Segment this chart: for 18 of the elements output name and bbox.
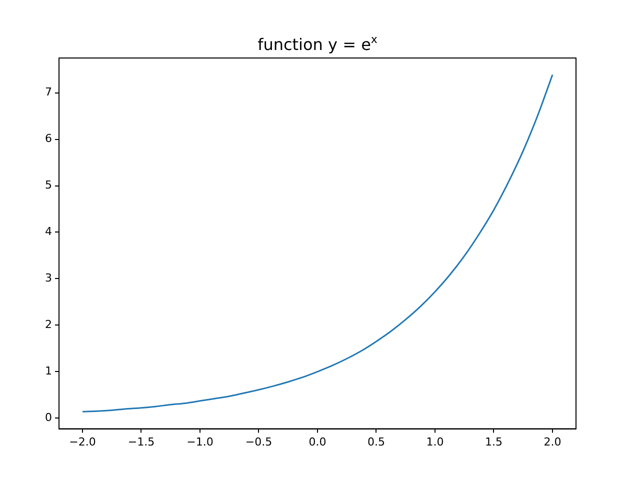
x-tick-label: −1.0 xyxy=(186,435,214,448)
x-tick-label: −1.5 xyxy=(128,435,155,448)
x-tick-label: 1.0 xyxy=(426,435,444,448)
y-tick-label: 7 xyxy=(45,86,52,99)
x-tick-label: 1.5 xyxy=(485,435,502,448)
x-tick-label: 0.0 xyxy=(308,435,326,448)
y-tick-label: 5 xyxy=(45,178,52,192)
y-tick-label: 1 xyxy=(45,364,52,378)
y-tick-label: 2 xyxy=(45,318,52,332)
x-tick-label: −2.0 xyxy=(69,435,96,448)
y-tick-label: 4 xyxy=(45,225,52,238)
x-tick-label: 0.5 xyxy=(368,435,385,448)
x-tick-label: −0.5 xyxy=(245,435,272,448)
y-tick-label: 0 xyxy=(45,410,52,424)
y-tick-label: 3 xyxy=(45,272,52,285)
x-tick-label: 2.0 xyxy=(544,435,562,448)
line-series xyxy=(82,74,554,412)
y-tick-label: 6 xyxy=(45,132,52,146)
